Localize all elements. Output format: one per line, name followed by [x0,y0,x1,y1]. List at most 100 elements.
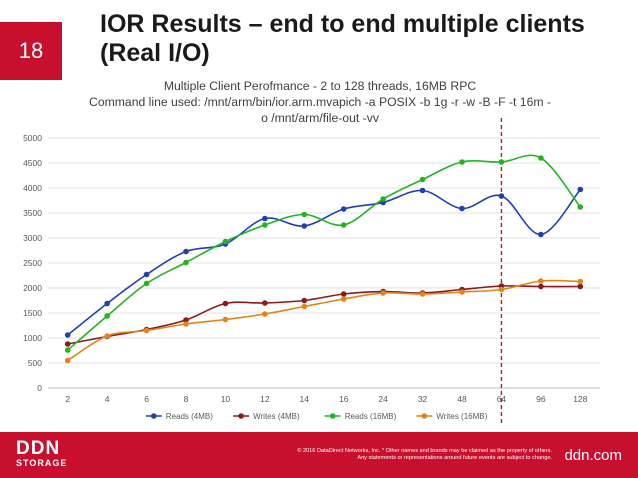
x-tick-label: 128 [573,394,587,404]
slide-number: 18 [0,22,62,80]
slide-title: IOR Results – end to end multiple client… [100,10,620,68]
data-point [262,222,268,228]
data-point [64,332,71,338]
legend-label: Reads (4MB) [166,412,213,421]
y-tick-label: 2000 [23,283,42,293]
y-tick-label: 1000 [23,333,42,343]
x-tick-label: 6 [144,394,149,404]
data-point [419,187,426,194]
data-point [262,311,268,317]
y-tick-label: 2500 [23,258,42,268]
data-point [64,341,71,347]
data-point [459,289,465,295]
chart-title-line-3: o /mnt/arm/file-out -vv [261,111,379,125]
chart-title: Multiple Client Perofmance - 2 to 128 th… [60,78,580,126]
data-point [419,291,426,297]
line-chart: 0 500 1000 1500 2000 2500 3000 3500 4000 4500 5000… [23,118,600,425]
data-point [577,278,584,285]
data-point [64,357,71,364]
data-point [419,176,426,183]
data-point [498,159,505,165]
y-tick-label: 4000 [23,183,42,193]
data-point [104,313,110,319]
data-point [340,296,347,302]
data-point [222,300,229,307]
x-tick-label: 48 [457,394,467,404]
slide-title-line-2: (Real I/O) [100,39,210,67]
data-point [498,286,505,293]
legend-label: Writes (4MB) [253,412,300,421]
data-point [262,300,268,306]
disclaimer-line-2: Any statements or representations around… [357,455,552,461]
data-point [538,231,544,238]
x-tick-label: 24 [378,394,388,404]
data-point [262,215,268,222]
x-tick-label: 2 [65,394,70,404]
data-point [143,280,150,287]
data-point [538,283,544,290]
footer: DDN STORAGE © 2016 DataDirect Networks, … [0,432,638,478]
data-point [183,259,189,266]
data-point [301,211,308,218]
logo-sub-text: STORAGE [16,458,68,468]
x-tick-label: 14 [300,394,310,404]
legend-swatch-marker [421,413,428,419]
legend-swatch-marker [329,413,336,419]
data-point [459,205,465,212]
data-point [340,206,347,212]
data-point [340,222,347,228]
y-tick-label: 1500 [23,308,42,318]
chart-title-line-2: Command line used: /mnt/arm/bin/ior.arm.… [89,95,551,109]
disclaimer-line-1: © 2016 DataDirect Networks, Inc. * Other… [297,448,552,454]
disclaimer: © 2016 DataDirect Networks, Inc. * Other… [258,448,552,462]
series-line [67,154,581,351]
data-point [222,316,229,323]
x-tick-label: 16 [339,394,349,404]
legend-swatch-marker [238,413,244,419]
logo-main-text: DDN [16,438,61,459]
data-point [340,291,347,297]
data-point [183,321,189,327]
data-point [577,204,584,210]
data-point [301,303,308,310]
data-point [538,278,544,284]
x-tick-label: 32 [418,394,428,404]
data-point [64,347,71,353]
data-point [143,271,150,278]
data-point [498,193,505,199]
x-tick-label: 12 [260,394,270,404]
x-tick-label: 8 [184,394,189,404]
data-point [301,297,308,304]
y-tick-label: 5000 [23,133,42,143]
data-point [222,238,229,245]
x-tick-label: 4 [105,394,110,404]
data-point [183,317,189,323]
data-point [301,223,308,229]
series-line [67,285,581,345]
site-link[interactable]: ddn.com [564,447,622,464]
data-point [380,290,386,296]
x-tick-label: 96 [536,394,546,404]
data-point [577,186,584,193]
legend-label: Reads (16MB) [345,412,397,421]
data-point [143,327,150,334]
data-point [380,196,386,202]
legend-label: Writes (16MB) [436,412,487,421]
data-point [104,333,110,339]
series-line [67,279,581,362]
data-point [459,159,465,165]
ddn-logo: DDN STORAGE [16,439,76,469]
data-point [538,155,544,161]
data-point [183,248,189,255]
y-tick-label: 500 [28,358,42,368]
y-tick-label: 0 [37,383,42,393]
x-tick-label: 10 [221,394,231,404]
legend-swatch-marker [151,413,157,419]
chart-title-line-1: Multiple Client Perofmance - 2 to 128 th… [163,79,477,93]
data-point [577,283,584,290]
slide-title-line-1: IOR Results – end to end multiple client… [100,10,585,38]
y-tick-label: 3500 [23,208,42,218]
y-tick-label: 3000 [23,233,42,243]
y-tick-label: 4500 [23,158,42,168]
data-point [104,300,110,307]
